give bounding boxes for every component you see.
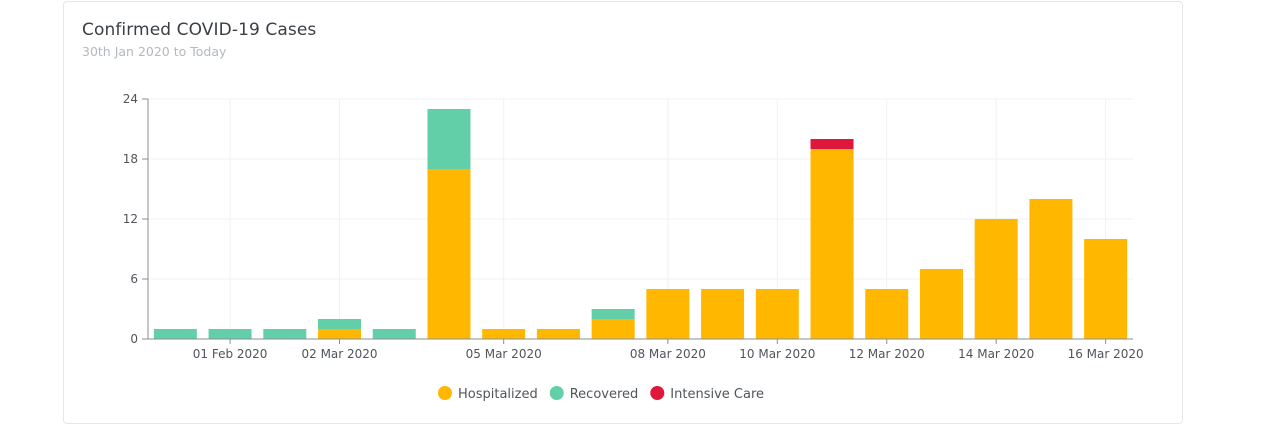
bar-hospitalized[interactable] xyxy=(974,219,1018,339)
bar-hospitalized[interactable] xyxy=(919,269,963,339)
x-tick-label: 08 Mar 2020 xyxy=(630,347,706,361)
bar-hospitalized[interactable] xyxy=(865,289,909,339)
bar-intensive-care[interactable] xyxy=(810,139,854,149)
bar-recovered[interactable] xyxy=(591,309,635,319)
y-tick-label: 24 xyxy=(123,92,138,106)
bar-hospitalized[interactable] xyxy=(646,289,690,339)
bar-hospitalized[interactable] xyxy=(591,319,635,339)
bar-hospitalized[interactable] xyxy=(482,329,526,339)
bar-recovered[interactable] xyxy=(372,329,416,339)
bar-hospitalized[interactable] xyxy=(536,329,580,339)
legend-recovered-icon[interactable] xyxy=(549,386,564,400)
bar-recovered[interactable] xyxy=(208,329,252,339)
legend: Hospitalized Recovered Intensive Care xyxy=(437,386,764,402)
bar-hospitalized[interactable] xyxy=(755,289,799,339)
bar-hospitalized[interactable] xyxy=(427,169,471,339)
y-tick-label: 6 xyxy=(130,272,138,286)
bar-hospitalized[interactable] xyxy=(1084,239,1128,339)
bar-recovered[interactable] xyxy=(263,329,307,339)
y-tick-label: 12 xyxy=(123,212,138,226)
x-tick-label: 05 Mar 2020 xyxy=(466,347,542,361)
x-tick-label: 02 Mar 2020 xyxy=(301,347,377,361)
x-tick-label: 14 Mar 2020 xyxy=(958,347,1034,361)
bar-recovered[interactable] xyxy=(153,329,197,339)
bar-hospitalized[interactable] xyxy=(318,329,362,339)
bar-recovered[interactable] xyxy=(427,109,471,169)
chart-title: Confirmed COVID-19 Cases xyxy=(82,20,317,40)
x-tick-label: 10 Mar 2020 xyxy=(739,347,815,361)
bar-hospitalized[interactable] xyxy=(701,289,745,339)
legend-label: Recovered xyxy=(570,387,639,402)
legend-label: Hospitalized xyxy=(458,387,538,402)
legend-label: Intensive Care xyxy=(670,387,764,402)
x-tick-label: 16 Mar 2020 xyxy=(1068,347,1144,361)
bar-hospitalized[interactable] xyxy=(810,149,854,339)
x-tick-label: 12 Mar 2020 xyxy=(849,347,925,361)
y-tick-label: 0 xyxy=(130,332,138,346)
legend-hospitalized-icon[interactable] xyxy=(437,386,452,400)
legend-intensive-care-icon[interactable] xyxy=(650,386,665,400)
bar-recovered[interactable] xyxy=(318,319,362,329)
bar-hospitalized[interactable] xyxy=(1029,199,1073,339)
y-tick-label: 18 xyxy=(123,152,138,166)
chart-subtitle: 30th Jan 2020 to Today xyxy=(82,44,227,59)
x-tick-label: 01 Feb 2020 xyxy=(193,347,268,361)
